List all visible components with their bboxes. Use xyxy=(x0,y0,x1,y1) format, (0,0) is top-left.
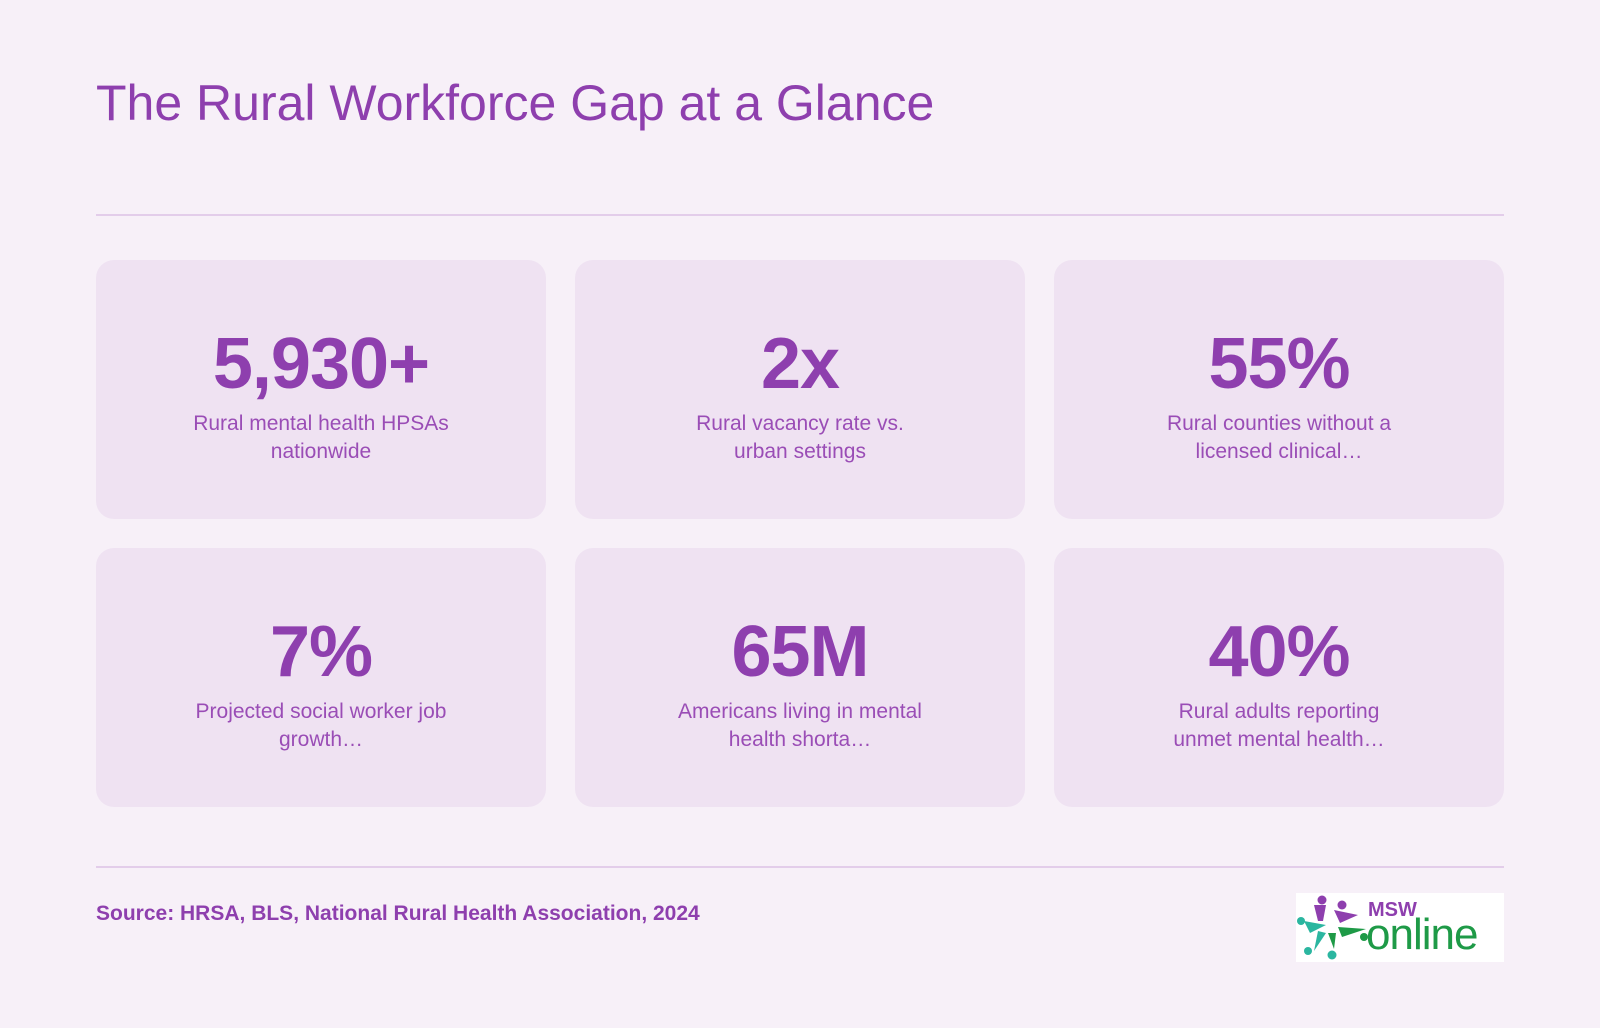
stat-value: 40% xyxy=(1208,612,1350,692)
stat-value: 5,930+ xyxy=(212,324,430,404)
stat-card-counties: 55% Rural counties without a licensed cl… xyxy=(1054,260,1504,519)
stat-value: 7% xyxy=(269,612,373,692)
stat-card-shortage-areas: 65M Americans living in mental health sh… xyxy=(575,548,1025,807)
stat-card-job-growth: 7% Projected social worker job growth… xyxy=(96,548,546,807)
stat-card-hpsas: 5,930+ Rural mental health HPSAs nationw… xyxy=(96,260,546,519)
bottom-divider xyxy=(96,866,1504,868)
logo-msw-text: MSW xyxy=(1368,899,1417,921)
page-title: The Rural Workforce Gap at a Glance xyxy=(96,75,935,131)
msw-online-logo: MSW online xyxy=(1296,893,1504,962)
stat-card-unmet-need: 40% Rural adults reporting unmet mental … xyxy=(1054,548,1504,807)
stat-label: Rural vacancy rate vs. urban settings xyxy=(696,412,904,463)
stat-label: Rural counties without a licensed clinic… xyxy=(1166,412,1392,463)
stat-label: Americans living in mental health shorta… xyxy=(678,700,922,751)
stats-grid: 5,930+ Rural mental health HPSAs nationw… xyxy=(96,260,1504,807)
stat-value: 55% xyxy=(1208,324,1350,404)
stat-label: Rural adults reporting unmet mental heal… xyxy=(1173,700,1385,751)
stat-value: 65M xyxy=(731,612,869,692)
stat-value: 2x xyxy=(760,324,840,404)
stat-card-vacancy-rate: 2x Rural vacancy rate vs. urban settings xyxy=(575,260,1025,519)
logo-online-text: online xyxy=(1366,910,1478,959)
top-divider xyxy=(96,214,1504,216)
source-note: Source: HRSA, BLS, National Rural Health… xyxy=(96,902,700,925)
stat-label: Projected social worker job growth… xyxy=(195,700,447,751)
stat-label: Rural mental health HPSAs nationwide xyxy=(193,412,449,463)
star-people-icon xyxy=(1297,895,1368,960)
